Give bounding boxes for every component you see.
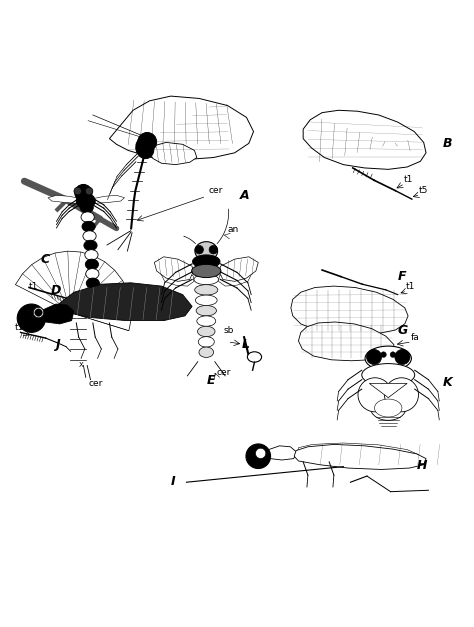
Circle shape [209,245,218,254]
Ellipse shape [195,241,218,261]
Circle shape [138,132,156,151]
Polygon shape [41,304,74,324]
Text: C: C [41,253,50,266]
Ellipse shape [196,305,217,316]
Ellipse shape [192,255,220,268]
Ellipse shape [82,221,95,232]
Ellipse shape [90,308,94,311]
Polygon shape [303,110,426,169]
Text: I: I [171,475,175,488]
Ellipse shape [81,212,94,223]
Ellipse shape [83,231,96,241]
Polygon shape [109,96,254,160]
Text: t1: t1 [29,282,38,292]
Polygon shape [369,384,407,398]
Text: B: B [443,137,452,150]
Polygon shape [267,446,297,460]
Ellipse shape [199,347,214,357]
Ellipse shape [136,137,154,159]
Text: X: X [79,362,83,368]
Text: D: D [50,284,61,297]
Polygon shape [155,257,193,282]
Ellipse shape [247,352,262,362]
Ellipse shape [195,295,217,305]
Ellipse shape [33,307,44,318]
Ellipse shape [198,326,215,337]
Ellipse shape [371,396,406,420]
Circle shape [366,349,382,364]
Text: t1: t1 [406,282,416,292]
Text: K: K [443,376,452,389]
Circle shape [381,352,386,357]
Polygon shape [219,269,251,286]
Polygon shape [161,269,194,286]
Text: cer: cer [88,379,102,388]
Ellipse shape [194,274,219,285]
Polygon shape [294,445,426,470]
Text: G: G [398,324,408,337]
Ellipse shape [191,265,221,278]
Text: cer: cer [209,186,223,196]
Ellipse shape [85,259,99,270]
Ellipse shape [362,364,415,386]
Ellipse shape [90,302,99,310]
Text: t1: t1 [403,176,413,184]
Ellipse shape [374,399,402,417]
Polygon shape [57,283,192,320]
Circle shape [395,349,410,364]
Text: cer: cer [217,368,231,377]
Circle shape [85,187,93,195]
Ellipse shape [198,337,214,347]
Circle shape [255,448,266,458]
Polygon shape [297,443,419,466]
Ellipse shape [86,278,100,288]
Polygon shape [91,196,125,203]
Ellipse shape [76,194,95,209]
Text: fa: fa [411,333,419,342]
Ellipse shape [84,240,97,251]
Ellipse shape [85,250,98,260]
Polygon shape [16,251,131,330]
Circle shape [74,187,82,195]
Text: J: J [55,339,60,351]
Text: t5: t5 [419,186,428,196]
Text: H: H [417,459,427,472]
Text: E: E [206,374,215,387]
Ellipse shape [195,285,218,295]
Text: L: L [242,339,250,351]
Text: sb: sb [224,326,234,335]
Circle shape [390,352,396,357]
Ellipse shape [80,203,93,213]
Text: t1: t1 [15,324,24,332]
Polygon shape [219,257,258,282]
Text: A: A [239,189,249,203]
Text: an: an [228,225,239,234]
Ellipse shape [365,346,411,371]
Circle shape [17,304,46,332]
Circle shape [35,308,42,317]
Ellipse shape [384,378,419,412]
Ellipse shape [197,316,216,326]
Circle shape [246,444,271,468]
Polygon shape [48,196,83,203]
Polygon shape [150,142,197,165]
Ellipse shape [358,378,392,412]
Polygon shape [291,286,408,335]
Text: F: F [398,270,406,283]
Circle shape [195,245,203,254]
Polygon shape [299,322,394,361]
Circle shape [75,184,92,201]
Ellipse shape [86,268,99,279]
